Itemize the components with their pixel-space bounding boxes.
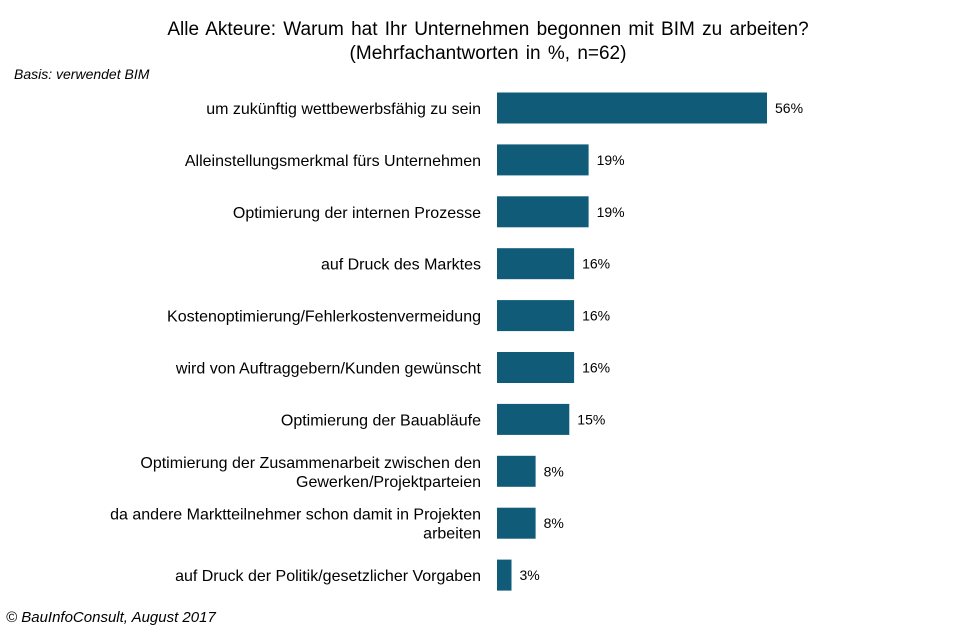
value-label-0: 56%: [775, 100, 803, 116]
category-label-1: Alleinstellungsmerkmal fürs Unternehmen: [185, 153, 481, 170]
bar-chart: 56% um zukünftig wettbewerbsfähig zu sein…: [110, 92, 803, 591]
chart-title-line-1: Alle Akteure: Warum hat Ihr Unternehmen …: [167, 19, 809, 40]
copyright-footer: © BauInfoConsult, August 2017: [6, 609, 216, 626]
bar-8: [497, 507, 536, 539]
value-label-2: 19%: [597, 204, 625, 220]
bars-layer: 56% um zukünftig wettbewerbsfähig zu sein…: [110, 92, 803, 591]
bar-2: [497, 196, 589, 228]
category-label-7-line-1: Gewerken/Projektparteien: [296, 474, 481, 491]
chart-title: Alle Akteure: Warum hat Ihr Unternehmen …: [0, 18, 976, 66]
category-label-0: um zukünftig wettbewerbsfähig zu sein: [206, 101, 481, 118]
bar-3: [497, 248, 575, 280]
category-label-6: Optimierung der Bauabläufe: [281, 412, 481, 429]
bar-0: [497, 92, 767, 124]
value-label-6: 15%: [577, 411, 605, 427]
category-label-5: wird von Auftraggebern/Kunden gewünscht: [175, 361, 482, 378]
value-label-8: 8%: [544, 515, 564, 531]
bar-4: [497, 300, 575, 332]
category-label-4: Kostenoptimierung/Fehlerkostenvermeidung: [167, 309, 481, 326]
value-label-1: 19%: [597, 152, 625, 168]
value-label-5: 16%: [582, 360, 610, 376]
category-label-7-line-0: Optimierung der Zusammenarbeit zwischen …: [140, 455, 481, 472]
value-label-7: 8%: [544, 463, 564, 479]
category-label-2: Optimierung der internen Prozesse: [233, 205, 481, 222]
bar-5: [497, 352, 575, 383]
basis-note: Basis: verwendet BIM: [14, 66, 150, 82]
value-label-9: 3%: [520, 567, 540, 583]
category-label-8-line-1: arbeiten: [423, 526, 481, 543]
value-label-4: 16%: [582, 308, 610, 324]
bar-1: [497, 144, 589, 176]
category-label-3: auf Druck des Marktes: [321, 257, 481, 274]
bar-6: [497, 403, 570, 435]
chart-title-line-2: (Mehrfachantworten in %, n=62): [349, 43, 627, 64]
bar-9: [497, 559, 512, 591]
category-label-8-line-0: da andere Marktteilnehmer schon damit in…: [110, 507, 481, 524]
value-label-3: 16%: [582, 256, 610, 272]
category-label-9: auf Druck der Politik/gesetzlicher Vorga…: [175, 568, 481, 585]
bar-7: [497, 455, 536, 487]
